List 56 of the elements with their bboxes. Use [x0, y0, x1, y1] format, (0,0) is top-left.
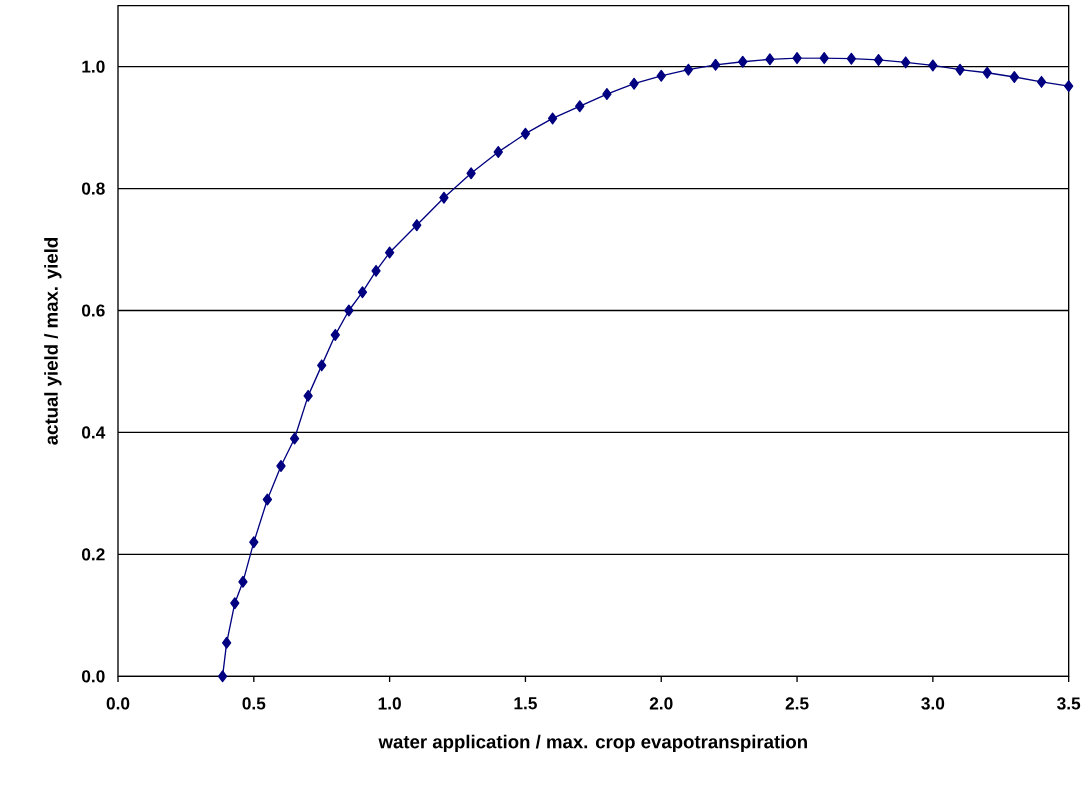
- point: [819, 52, 829, 65]
- point: [357, 286, 368, 299]
- x-tick-label: 1.5: [514, 697, 537, 710]
- point: [289, 432, 300, 445]
- point: [846, 52, 857, 65]
- point: [317, 359, 327, 372]
- point: [602, 88, 612, 101]
- x-tick-label: 0.5: [242, 697, 266, 710]
- y-axis-title: actual yield / max. yield: [44, 238, 62, 445]
- point: [330, 328, 340, 341]
- point: [710, 58, 721, 71]
- point: [493, 145, 503, 158]
- x-tick-label: 0.0: [106, 697, 130, 710]
- point: [466, 167, 476, 180]
- point: [217, 670, 228, 683]
- y-tick-label: 0.6: [81, 304, 105, 317]
- point: [1036, 75, 1047, 88]
- point: [412, 219, 422, 232]
- point: [547, 112, 558, 125]
- point: [575, 100, 585, 113]
- y-tick-label: 1.0: [82, 60, 105, 73]
- point: [249, 536, 259, 549]
- point: [656, 69, 666, 82]
- y-tick-label: 0.4: [81, 426, 106, 439]
- point: [955, 63, 965, 76]
- x-axis-title: water application / max. crop evapotranspiration: [378, 734, 807, 753]
- y-tick-label: 0.2: [81, 548, 105, 561]
- point: [520, 127, 531, 140]
- point: [928, 59, 938, 72]
- point: [230, 597, 240, 610]
- point: [982, 66, 992, 79]
- y-tick-label: 0.0: [81, 670, 105, 683]
- point: [792, 52, 802, 65]
- point: [765, 53, 775, 66]
- x-tick-label: 2.0: [649, 697, 673, 710]
- point: [901, 56, 911, 69]
- point: [738, 55, 748, 68]
- point: [439, 191, 449, 204]
- point: [303, 389, 313, 402]
- point: [683, 63, 694, 76]
- y-tick-label: 0.8: [81, 182, 105, 195]
- point: [629, 77, 639, 90]
- point: [371, 264, 381, 277]
- point: [1064, 80, 1074, 93]
- point: [1009, 70, 1020, 83]
- point: [384, 246, 395, 259]
- x-tick-label: 1.0: [378, 697, 401, 710]
- point: [276, 459, 286, 472]
- x-tick-label: 3.5: [1057, 697, 1081, 710]
- point: [262, 493, 273, 506]
- point: [221, 636, 232, 649]
- point: [873, 53, 884, 66]
- x-tick-label: 3.0: [921, 697, 945, 710]
- x-tick-label: 2.5: [785, 697, 809, 710]
- point: [344, 304, 354, 317]
- point: [238, 575, 248, 588]
